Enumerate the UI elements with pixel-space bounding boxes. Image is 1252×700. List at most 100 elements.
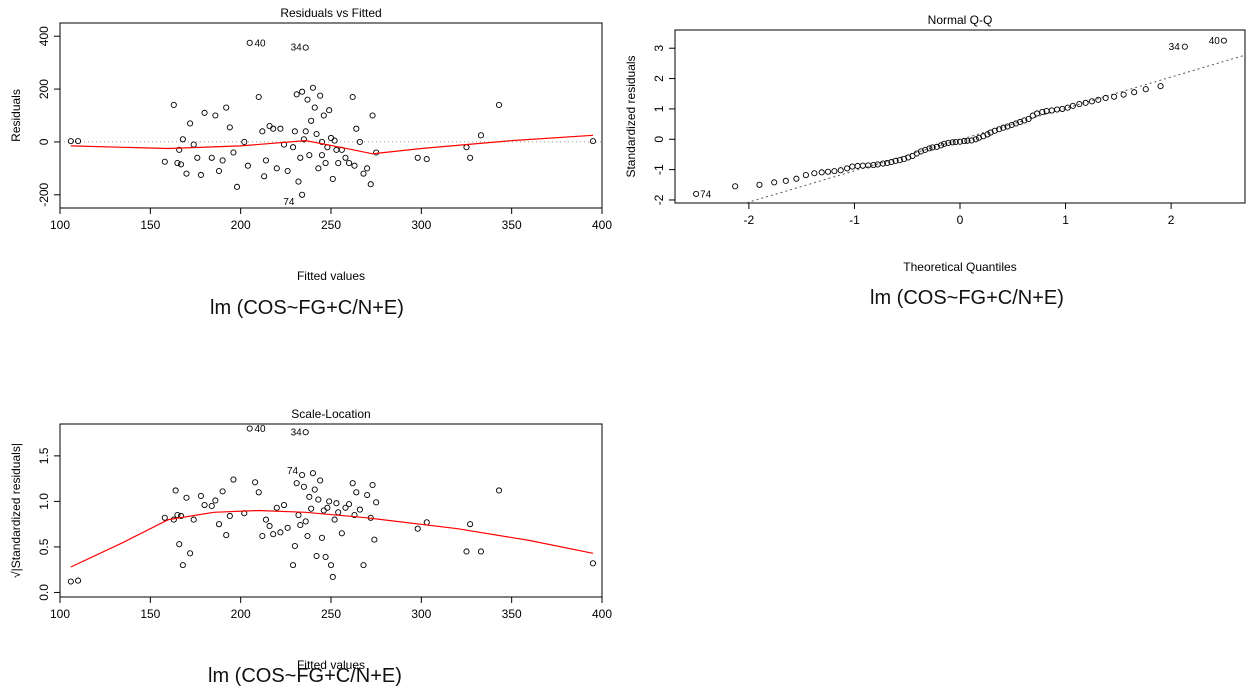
data-point (326, 498, 333, 505)
data-point (315, 496, 322, 503)
data-point (302, 429, 309, 436)
point-label: 74 (283, 197, 295, 208)
data-point (896, 157, 903, 164)
x-axis-label: Fitted values (297, 658, 365, 672)
data-point (230, 149, 237, 156)
data-point (331, 137, 338, 144)
data-point (304, 96, 311, 103)
data-point (295, 178, 302, 185)
data-point (290, 144, 297, 151)
x-tick-label: 350 (502, 607, 522, 621)
data-point (208, 502, 215, 509)
data-point (284, 167, 291, 175)
residuals-vs-fitted-panel: Residuals vs Fitted 40 34 74 100 150 200 250 300… (0, 0, 620, 300)
data-point (1111, 93, 1118, 100)
data-point (304, 532, 311, 540)
data-point (335, 509, 342, 516)
data-point (177, 512, 185, 520)
point-label: 40 (255, 38, 267, 49)
data-point (313, 130, 320, 138)
data-point (177, 161, 185, 168)
data-point (197, 492, 204, 499)
data-point (226, 512, 233, 520)
data-point (300, 136, 307, 143)
data-point (284, 524, 291, 531)
x-tick-label: 300 (411, 218, 431, 232)
data-point (495, 101, 503, 108)
x-tick-label: 250 (321, 218, 341, 232)
chart-title: Residuals vs Fitted (280, 6, 381, 20)
data-point (322, 553, 329, 560)
x-tick-label: 0 (957, 213, 964, 227)
data-point (309, 470, 316, 477)
y-tick-label: 200 (37, 79, 51, 99)
data-point (1012, 120, 1019, 127)
data-point (297, 522, 304, 529)
data-point (1102, 94, 1109, 102)
data-point (901, 155, 908, 163)
data-point (270, 531, 277, 538)
data-point (297, 154, 304, 161)
data-point (463, 548, 470, 555)
data-point (219, 488, 226, 495)
data-point (308, 505, 315, 512)
data-point (342, 504, 349, 511)
data-point (308, 117, 315, 124)
data-point (589, 560, 597, 567)
data-point (364, 491, 371, 499)
data-point (299, 88, 306, 95)
data-point (273, 165, 280, 172)
data-point (732, 183, 739, 190)
data-point (329, 573, 336, 581)
data-point (259, 128, 266, 135)
y-tick-label: -2 (652, 194, 666, 205)
data-point (201, 109, 208, 116)
data-point (1069, 102, 1076, 109)
data-point (917, 148, 924, 155)
data-point (183, 170, 190, 177)
data-point (353, 125, 360, 132)
data-point (172, 487, 179, 494)
data-point (1120, 91, 1127, 98)
x-axis-label: Theoretical Quantiles (903, 260, 1016, 274)
data-point (1039, 108, 1046, 115)
data-point (945, 139, 952, 146)
data-point (277, 125, 284, 132)
x-tick-label: -1 (849, 213, 860, 227)
data-point (367, 181, 374, 188)
data-point (317, 92, 324, 99)
data-point (349, 480, 356, 487)
point-label: 34 (1169, 42, 1181, 53)
data-point (467, 521, 474, 528)
data-point (356, 506, 363, 513)
residuals-vs-fitted-chart: Residuals vs Fitted 40 34 74 100 150 200 250 300… (9, 6, 612, 283)
data-point (369, 481, 376, 489)
data-point (183, 494, 190, 501)
point-label: 34 (291, 42, 303, 53)
data-point (161, 514, 168, 521)
point-label: 74 (287, 466, 299, 477)
x-tick-label: 2 (1168, 213, 1175, 227)
data-point (1021, 117, 1028, 124)
data-point (318, 534, 326, 541)
data-point (964, 137, 971, 144)
data-point (318, 138, 326, 145)
x-tick-label: 1 (1062, 213, 1069, 227)
point-label: 34 (291, 428, 303, 439)
data-point (356, 138, 363, 145)
data-point (327, 134, 335, 142)
data-point (373, 499, 380, 506)
data-point (342, 154, 349, 161)
data-point (360, 562, 367, 569)
x-tick-label: 400 (592, 607, 612, 621)
data-point (302, 128, 309, 135)
data-point (291, 128, 298, 135)
data-point (190, 141, 197, 148)
data-point (212, 112, 219, 119)
data-point (161, 158, 168, 165)
data-point (241, 138, 248, 145)
data-point (219, 157, 226, 164)
plot-area (60, 39, 602, 198)
x-tick-label: -2 (744, 213, 755, 227)
data-point (262, 157, 270, 164)
